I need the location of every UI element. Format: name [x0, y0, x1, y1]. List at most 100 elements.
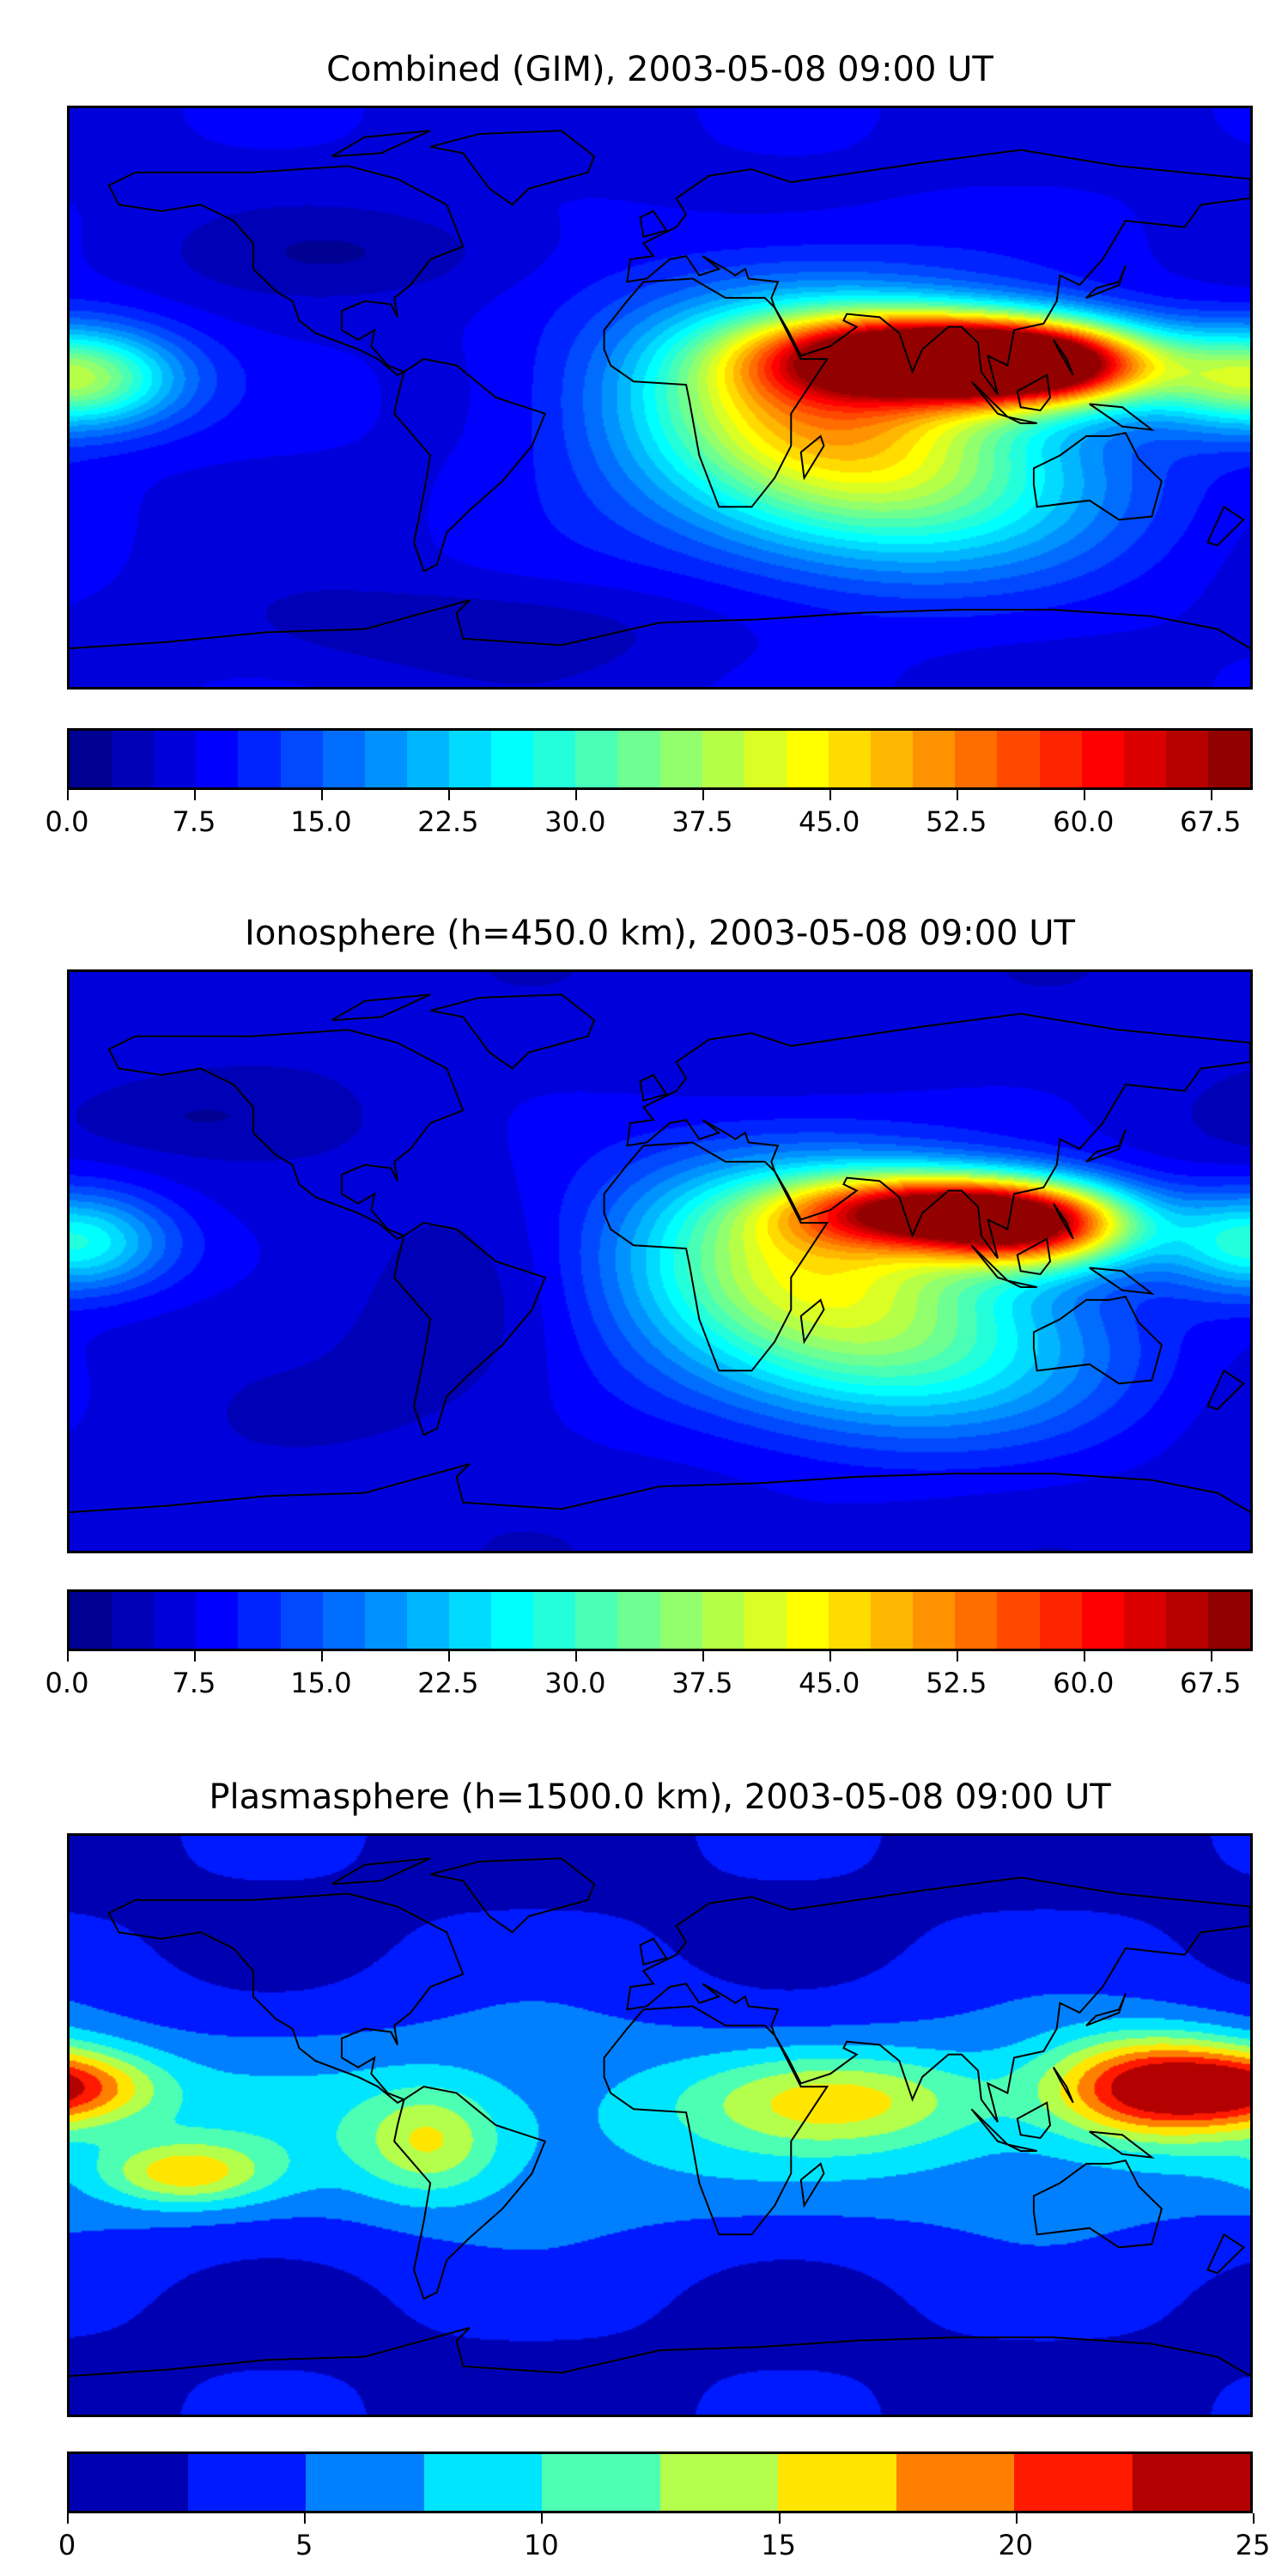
colorbar-bin	[322, 731, 365, 787]
coastline-antarctica	[70, 600, 1250, 648]
colorbar-tick-mark	[447, 1651, 450, 1662]
colorbar-bin	[828, 1592, 872, 1649]
coastline-new-zealand	[1207, 2234, 1243, 2273]
coastline-new-zealand	[1207, 507, 1243, 545]
colorbar-tick-mark	[702, 790, 704, 800]
coastline-sumatra	[971, 1245, 1007, 1280]
colorbar-bin	[364, 1592, 407, 1649]
panel-3-colorbar-ticks: 0 5 10 15 20 25	[58, 2513, 1270, 2565]
colorbar-bin	[744, 1592, 787, 1649]
coastline-eurasia	[627, 150, 1250, 395]
coastline-eurasia	[627, 1878, 1250, 2123]
colorbar-tick-mark	[829, 1651, 831, 1662]
colorbar-bin	[1207, 1592, 1251, 1649]
colorbar-bin	[406, 1592, 449, 1649]
colorbar-tick-label: 52.5	[926, 805, 987, 838]
colorbar-tick-label: 20	[998, 2529, 1034, 2561]
coastline-north-america	[109, 1893, 464, 2102]
coastline-madagascar	[801, 436, 824, 478]
colorbar-tick-label: 22.5	[417, 805, 479, 838]
colorbar-bin	[238, 1592, 281, 1649]
colorbar-bin	[280, 731, 323, 787]
coastline-borneo	[1018, 2103, 1050, 2138]
colorbar-tick-mark	[829, 790, 831, 800]
colorbar-tick-mark	[67, 790, 69, 800]
colorbar-tick-mark	[447, 790, 450, 800]
colorbar-bin	[187, 2454, 306, 2511]
colorbar-bin	[238, 731, 281, 787]
coastline-north-america	[109, 166, 464, 374]
panel-3-title: Plasmasphere (h=1500.0 km), 2003-05-08 0…	[209, 1777, 1111, 1817]
colorbar-tick-label: 22.5	[417, 1667, 479, 1699]
colorbar-bin	[913, 1592, 956, 1649]
colorbar-bin	[364, 731, 407, 787]
coastline-africa	[605, 278, 828, 507]
coastline-south-america	[394, 359, 545, 571]
colorbar-tick-label: 37.5	[671, 1667, 733, 1699]
colorbar-bin	[306, 2454, 424, 2511]
coastlines	[70, 1836, 1250, 2415]
coastline-java	[1007, 2144, 1036, 2150]
coastline-britain	[641, 1075, 667, 1101]
colorbar-tick-mark	[304, 2513, 307, 2524]
colorbar-bin	[1207, 731, 1251, 787]
panel-1-colorbar-ticks: 0.0 7.5 15.0 22.5 30.0 37.5 45.0 52.5 60.0 67.5	[46, 790, 1253, 841]
colorbar-bin	[1132, 2454, 1250, 2511]
colorbar-tick-label: 67.5	[1180, 1667, 1242, 1699]
colorbar-bin	[997, 731, 1040, 787]
colorbar-tick-mark	[541, 2513, 544, 2524]
colorbar-bin	[1123, 1592, 1166, 1649]
colorbar-bin	[659, 731, 702, 787]
colorbar-bin	[828, 731, 872, 787]
panel-1-map	[67, 106, 1253, 690]
colorbar-tick-label: 7.5	[172, 805, 216, 838]
coastline-sumatra	[971, 381, 1007, 416]
panel-1-heatmap	[70, 108, 1250, 687]
coastline-new-guinea	[1090, 404, 1152, 429]
colorbar-tick-label: 30.0	[544, 1667, 606, 1699]
panel-3-heatmap	[70, 1836, 1250, 2415]
colorbar-bin	[659, 1592, 702, 1649]
colorbar-tick-label: 60.0	[1053, 805, 1115, 838]
colorbar-bin	[1014, 2454, 1133, 2511]
colorbar-tick-mark	[67, 1651, 69, 1662]
coastline-madagascar	[801, 1300, 824, 1342]
colorbar-bin	[533, 1592, 576, 1649]
panel-1-title: Combined (GIM), 2003-05-08 09:00 UT	[326, 50, 993, 89]
colorbar-tick-label: 45.0	[799, 1667, 860, 1699]
colorbar-tick-label: 0.0	[45, 805, 89, 838]
colorbar-tick-label: 15	[761, 2529, 796, 2561]
coastline-africa	[605, 1142, 828, 1370]
colorbar-tick-mark	[702, 1651, 704, 1662]
colorbar-bin	[154, 731, 197, 787]
colorbar-bin	[1039, 1592, 1082, 1649]
panel-3-colorbar	[67, 2451, 1253, 2513]
colorbar-bin	[70, 731, 112, 787]
colorbar-bin	[786, 1592, 829, 1649]
colorbar-tick-mark	[574, 1651, 577, 1662]
colorbar-bin	[70, 2454, 188, 2511]
colorbar-tick-mark	[320, 790, 323, 800]
coastline-australia	[1034, 433, 1162, 519]
colorbar-tick-label: 67.5	[1180, 805, 1242, 838]
coastlines	[70, 972, 1250, 1551]
coastline-antarctica	[70, 2328, 1250, 2376]
colorbar-bin	[617, 1592, 660, 1649]
colorbar-tick-label: 15.0	[290, 1667, 352, 1699]
coastline-philippines	[1054, 2068, 1073, 2103]
colorbar-bin	[112, 731, 155, 787]
colorbar-bin	[1081, 731, 1124, 787]
colorbar-bin	[1123, 731, 1166, 787]
coastline-greenland	[430, 1858, 594, 1932]
coastline-borneo	[1018, 375, 1050, 410]
colorbar-bin	[1165, 731, 1208, 787]
colorbar-tick-label: 45.0	[799, 805, 860, 838]
colorbar-bin	[955, 1592, 998, 1649]
colorbar-bin	[575, 1592, 618, 1649]
colorbar-bin	[70, 1592, 112, 1649]
colorbar-tick-label: 52.5	[926, 1667, 987, 1699]
colorbar-tick-label: 60.0	[1053, 1667, 1115, 1699]
colorbar-bin	[196, 731, 239, 787]
colorbar-bin	[913, 731, 956, 787]
coastline-antarctica	[70, 1464, 1250, 1512]
